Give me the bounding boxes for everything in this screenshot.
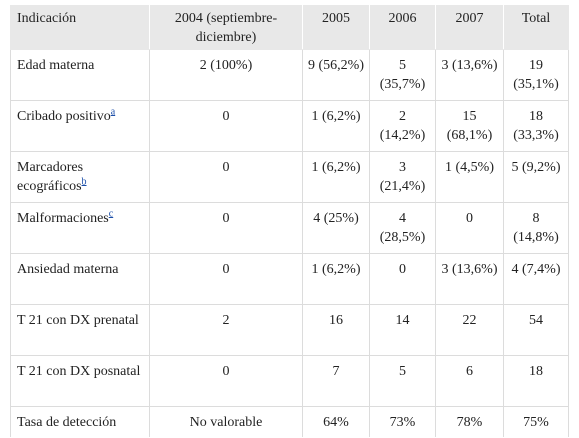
table-cell: 0	[149, 355, 303, 407]
table-cell: 18	[503, 355, 569, 407]
table-cell: 2 (100%)	[149, 49, 303, 101]
row-label: T 21 con DX prenatal	[10, 304, 150, 356]
table-cell: 22	[435, 304, 504, 356]
table-cell: 73%	[369, 406, 436, 437]
table-cell: 1 (6,2%)	[302, 151, 370, 203]
table-cell: 1 (6,2%)	[302, 253, 370, 305]
row-label: Malformacionesc	[10, 202, 150, 254]
footnote-link-b[interactable]: b	[81, 176, 87, 188]
table-cell: 14	[369, 304, 436, 356]
table-row: Ansiedad materna 0 1 (6,2%) 0 3 (13,6%) …	[10, 253, 569, 305]
table-cell: 0	[149, 253, 303, 305]
header-2004: 2004 (septiembre-diciembre)	[149, 5, 303, 50]
table-cell: 1 (6,2%)	[302, 100, 370, 152]
row-label: Marcadores ecográficosb	[10, 151, 150, 203]
header-2007: 2007	[435, 5, 504, 50]
table-cell: 0	[435, 202, 504, 254]
table-row: Tasa de detección No valorable 64% 73% 7…	[10, 406, 569, 437]
table-cell: 0	[149, 100, 303, 152]
table-cell: 9 (56,2%)	[302, 49, 370, 101]
table-cell: 16	[302, 304, 370, 356]
table-cell: 0	[149, 151, 303, 203]
table-cell: 5 (35,7%)	[369, 49, 436, 101]
footnote-link-a[interactable]: a	[110, 106, 116, 118]
row-label: Tasa de detección	[10, 406, 150, 437]
table-cell: 2	[149, 304, 303, 356]
row-label-text: Edad materna	[17, 58, 95, 73]
table-row: Edad materna 2 (100%) 9 (56,2%) 5 (35,7%…	[10, 49, 569, 101]
row-label-text: Marcadores ecográficos	[17, 160, 84, 194]
table-header-row: Indicación 2004 (septiembre-diciembre) 2…	[10, 5, 569, 50]
row-label: Cribado positivoa	[10, 100, 150, 152]
row-label-text: T 21 con DX posnatal	[17, 364, 141, 379]
table-cell: 4 (7,4%)	[503, 253, 569, 305]
footnote-link-c[interactable]: c	[108, 208, 114, 220]
table-cell: 3 (21,4%)	[369, 151, 436, 203]
table-cell: 5	[369, 355, 436, 407]
table-cell: 18 (33,3%)	[503, 100, 569, 152]
table-cell: 3 (13,6%)	[435, 253, 504, 305]
table-cell: 4 (25%)	[302, 202, 370, 254]
table-cell: 4 (28,5%)	[369, 202, 436, 254]
table-cell: 15 (68,1%)	[435, 100, 504, 152]
header-total: Total	[503, 5, 569, 50]
table-cell: 2 (14,2%)	[369, 100, 436, 152]
table-row: Cribado positivoa 0 1 (6,2%) 2 (14,2%) 1…	[10, 100, 569, 152]
row-label: Edad materna	[10, 49, 150, 101]
table-cell: 78%	[435, 406, 504, 437]
header-2005: 2005	[302, 5, 370, 50]
table-cell: 8 (14,8%)	[503, 202, 569, 254]
table-cell: 7	[302, 355, 370, 407]
table-cell: 0	[369, 253, 436, 305]
table-cell: 0	[149, 202, 303, 254]
table-cell: 75%	[503, 406, 569, 437]
table-cell: 64%	[302, 406, 370, 437]
table-cell: 19 (35,1%)	[503, 49, 569, 101]
row-label-text: Malformaciones	[17, 211, 109, 226]
row-label-text: Tasa de detección	[17, 415, 117, 430]
table-cell: 54	[503, 304, 569, 356]
table-cell: No valorable	[149, 406, 303, 437]
table-cell: 6	[435, 355, 504, 407]
row-label-text: Cribado positivo	[17, 109, 111, 124]
table-cell: 3 (13,6%)	[435, 49, 504, 101]
header-indicacion: Indicación	[10, 5, 150, 50]
table-row: T 21 con DX posnatal 0 7 5 6 18	[10, 355, 569, 407]
row-label-text: T 21 con DX prenatal	[17, 313, 139, 328]
table-cell: 1 (4,5%)	[435, 151, 504, 203]
indication-table: Indicación 2004 (septiembre-diciembre) 2…	[10, 5, 569, 437]
table-row: Malformacionesc 0 4 (25%) 4 (28,5%) 0 8 …	[10, 202, 569, 254]
row-label: T 21 con DX posnatal	[10, 355, 150, 407]
table-row: Marcadores ecográficosb 0 1 (6,2%) 3 (21…	[10, 151, 569, 203]
row-label: Ansiedad materna	[10, 253, 150, 305]
table-cell: 5 (9,2%)	[503, 151, 569, 203]
row-label-text: Ansiedad materna	[17, 262, 119, 277]
table-row: T 21 con DX prenatal 2 16 14 22 54	[10, 304, 569, 356]
header-2006: 2006	[369, 5, 436, 50]
